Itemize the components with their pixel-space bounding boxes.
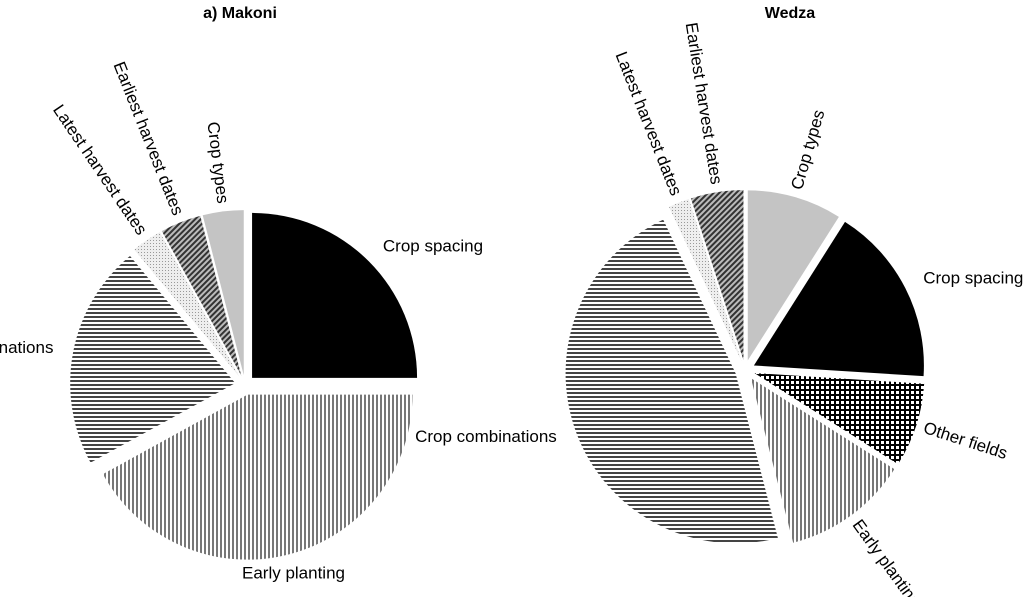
pie-slice: [202, 210, 244, 376]
slice-label: Earliest harvest dates: [682, 21, 726, 185]
pie-slice: [102, 394, 413, 560]
chart-title: Wedza: [765, 5, 815, 22]
pie-slice: [134, 232, 240, 377]
pie-slice: [690, 190, 744, 361]
slice-label: Crop combinations: [0, 338, 53, 357]
pie-slice: [747, 190, 839, 361]
pie-slice: [668, 199, 742, 361]
pie-slice: [565, 219, 778, 544]
pie-slice: [70, 255, 236, 463]
pie-slice: [753, 221, 924, 377]
slice-label: Crop combinations: [415, 427, 557, 446]
slice-label: Crop spacing: [923, 269, 1023, 288]
slice-label: Early planting: [242, 563, 345, 582]
slice-label: Other fields: [921, 418, 1010, 463]
pie-slice: [161, 215, 242, 376]
slice-label: Early planting: [849, 516, 925, 597]
chart-title: a) Makoni: [203, 5, 277, 22]
slice-label: Crop types: [787, 108, 828, 192]
pie-slice: [754, 373, 925, 465]
slice-label: Crop spacing: [383, 237, 483, 256]
pie-slice: [252, 212, 418, 378]
slice-label: Crop types: [203, 121, 232, 205]
slice-label: Latest harvest dates: [612, 49, 686, 198]
pie-slice: [750, 378, 895, 543]
